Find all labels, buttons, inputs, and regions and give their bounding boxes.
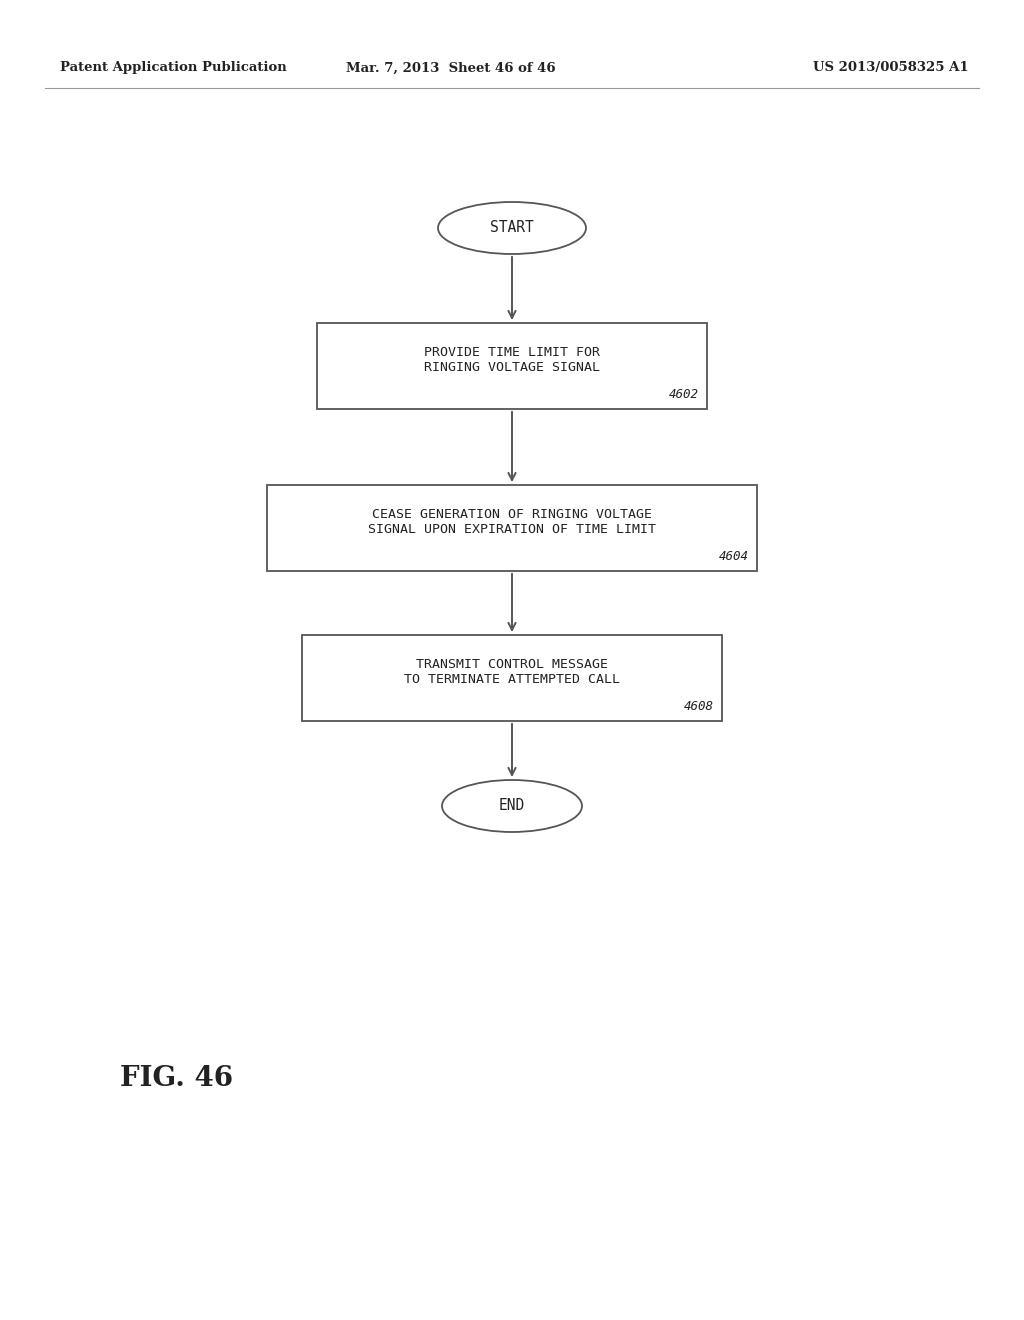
Text: 4604: 4604	[719, 550, 749, 564]
Text: 4602: 4602	[669, 388, 699, 401]
Text: CEASE GENERATION OF RINGING VOLTAGE
SIGNAL UPON EXPIRATION OF TIME LIMIT: CEASE GENERATION OF RINGING VOLTAGE SIGN…	[368, 508, 656, 536]
Text: US 2013/0058325 A1: US 2013/0058325 A1	[813, 62, 969, 74]
Text: Mar. 7, 2013  Sheet 46 of 46: Mar. 7, 2013 Sheet 46 of 46	[346, 62, 555, 74]
Text: FIG. 46: FIG. 46	[120, 1065, 233, 1092]
Text: END: END	[499, 799, 525, 813]
Text: 4608: 4608	[684, 700, 714, 713]
Text: PROVIDE TIME LIMIT FOR
RINGING VOLTAGE SIGNAL: PROVIDE TIME LIMIT FOR RINGING VOLTAGE S…	[424, 346, 600, 374]
Text: TRANSMIT CONTROL MESSAGE
TO TERMINATE ATTEMPTED CALL: TRANSMIT CONTROL MESSAGE TO TERMINATE AT…	[404, 657, 620, 686]
Text: Patent Application Publication: Patent Application Publication	[60, 62, 287, 74]
Text: START: START	[490, 220, 534, 235]
